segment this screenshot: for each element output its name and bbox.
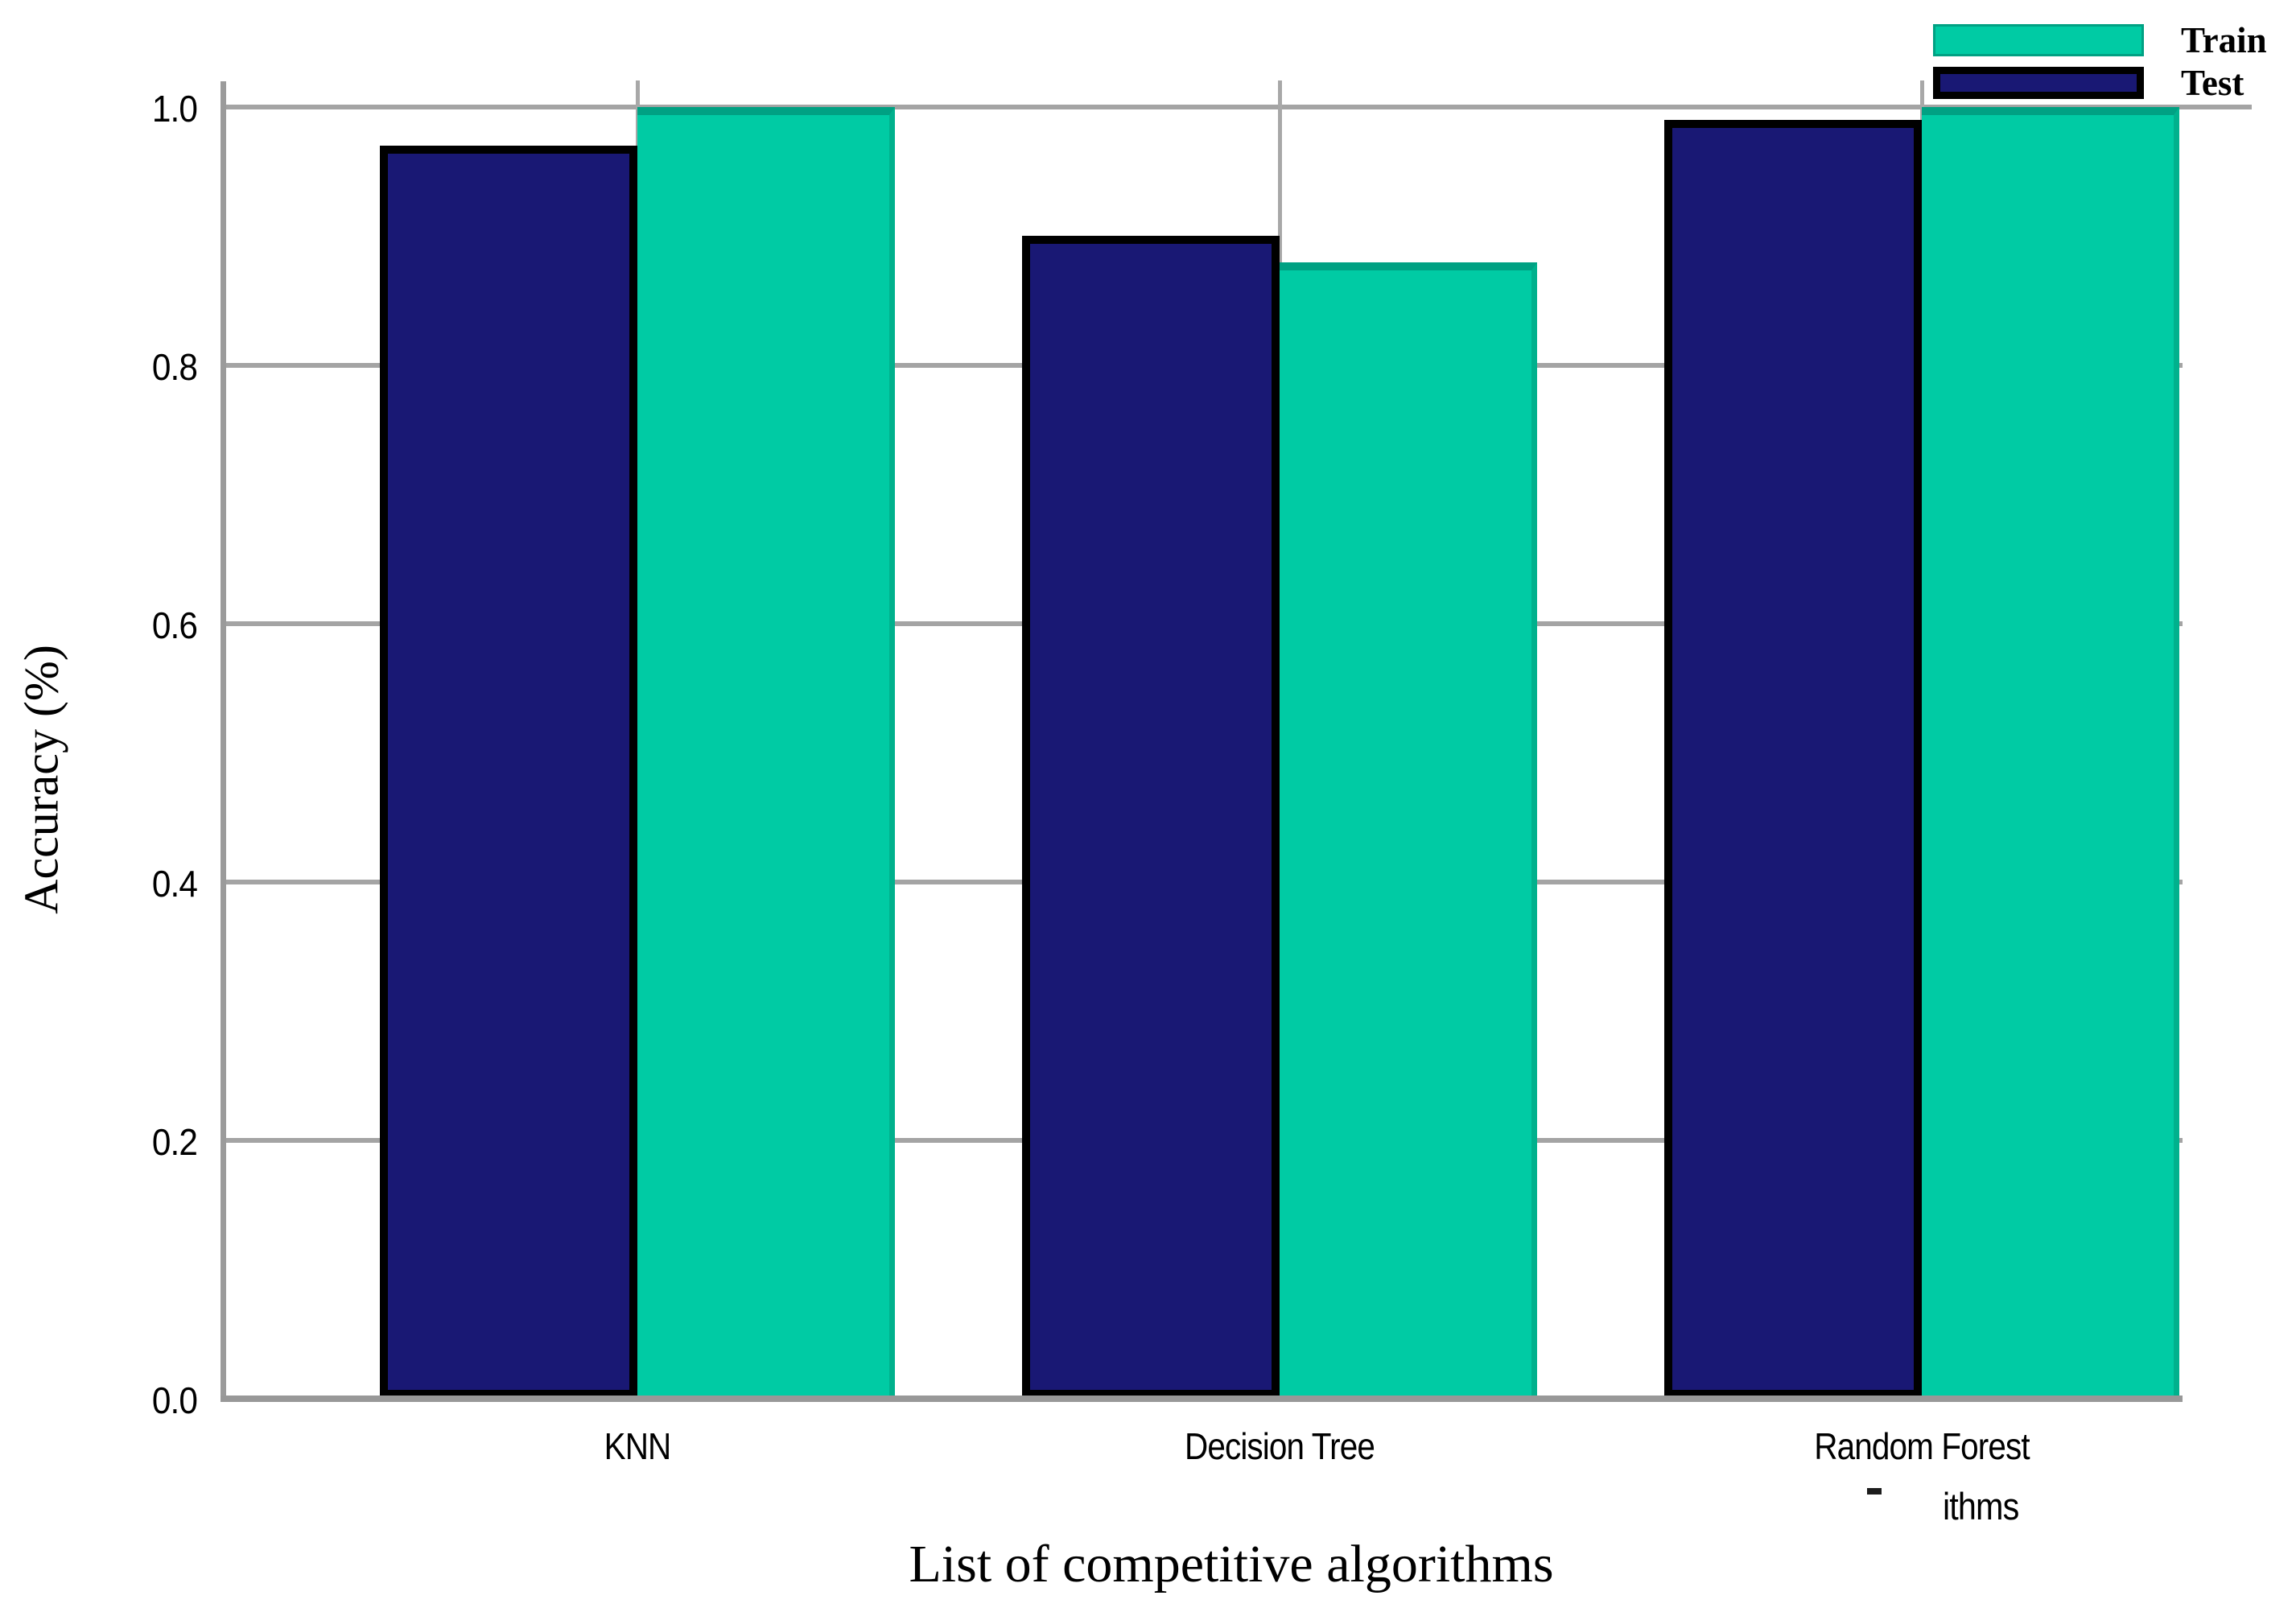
y-tick-label: 0.0 <box>151 1379 198 1421</box>
legend-label-train: Train <box>2181 20 2267 60</box>
stray-text-artifact: ithms <box>1943 1485 2019 1527</box>
x-category-label-knn: KNN <box>604 1425 672 1467</box>
bar-train-decision-tree <box>1280 262 1537 1398</box>
bar-test-random-forest <box>1664 120 1922 1398</box>
bar-test-knn <box>380 146 637 1398</box>
x-category-label-random-forest: Random Forest <box>1814 1425 2030 1467</box>
y-tick-label: 0.4 <box>151 863 198 905</box>
y-axis-spine <box>221 81 226 1400</box>
y-tick-label: 0.8 <box>151 346 198 388</box>
bar-test-decision-tree <box>1022 236 1280 1398</box>
y-tick-label: 0.2 <box>151 1121 198 1163</box>
x-axis-title: List of competitive algorithms <box>909 1535 1554 1593</box>
legend-item-train: Train <box>1933 20 2267 60</box>
stray-dash-artifact <box>1867 1488 1882 1495</box>
legend-label-test: Test <box>2181 63 2244 103</box>
y-axis-title: Accuracy (%) <box>14 645 68 914</box>
legend-swatch-train <box>1933 24 2144 56</box>
y-tick-label: 0.6 <box>151 604 198 646</box>
legend-swatch-test <box>1933 67 2144 99</box>
x-category-label-decision-tree: Decision Tree <box>1184 1425 1375 1467</box>
gridline-y-1 <box>223 105 2252 109</box>
chart-legend: Train Test <box>1933 20 2267 103</box>
bar-train-knn <box>637 107 895 1398</box>
y-tick-label: 1.0 <box>151 88 198 130</box>
legend-item-test: Test <box>1933 63 2267 103</box>
x-axis-spine <box>221 1396 2183 1402</box>
bar-train-random-forest <box>1922 107 2179 1398</box>
